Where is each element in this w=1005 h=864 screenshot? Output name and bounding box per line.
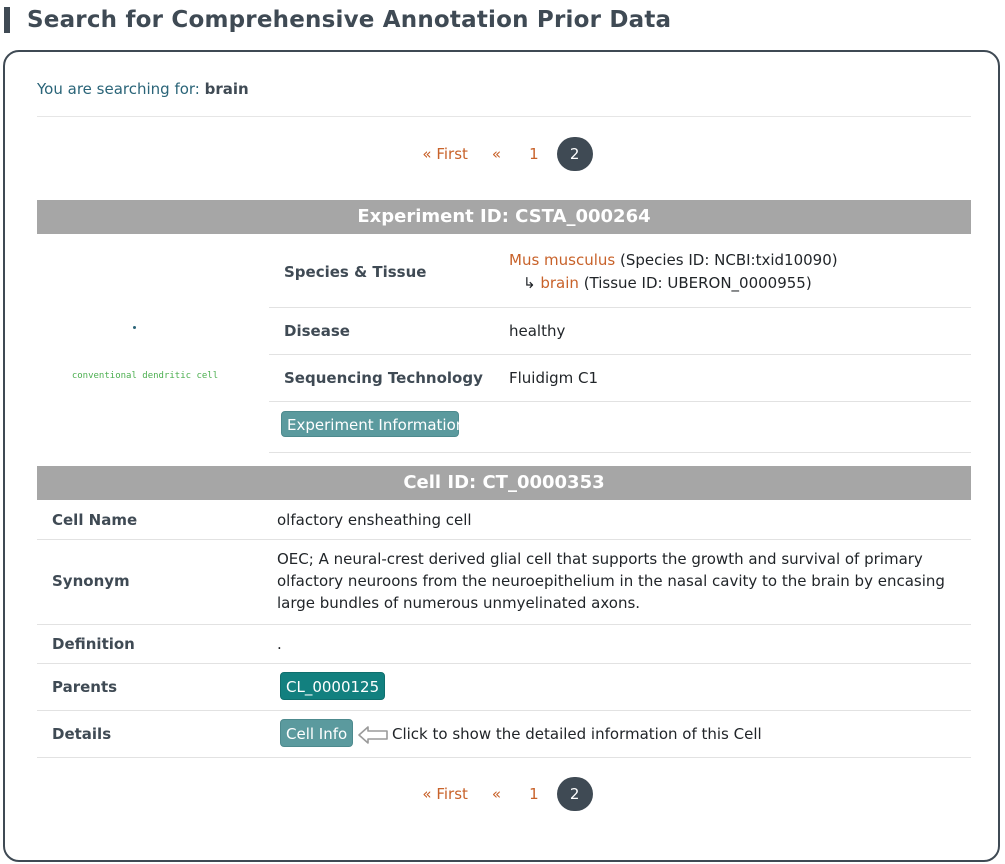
divider (37, 116, 971, 117)
page-prev-link[interactable]: « (491, 145, 502, 163)
page-2-link[interactable]: 2 (556, 777, 593, 811)
cell-header: Cell ID: CT_0000353 (37, 466, 971, 500)
page-2-link[interactable]: 2 (556, 137, 593, 171)
page-1-link[interactable]: 1 (529, 145, 539, 163)
definition-row: Definition . (37, 625, 971, 664)
tissue-link[interactable]: brain (540, 274, 579, 292)
species-link[interactable]: Mus musculus (509, 251, 616, 269)
parent-cl-0000125-button[interactable]: CL_0000125 (280, 672, 386, 700)
pagination-top: « First « 1 2 (5, 137, 998, 171)
divider (269, 451, 971, 453)
species-value: Mus musculus (Species ID: NCBI:txid10090… (509, 251, 838, 269)
species-id: (Species ID: NCBI:txid10090) (620, 251, 838, 269)
results-panel: You are searching for: brain « First « 1… (3, 50, 1000, 862)
page-header: Search for Comprehensive Annotation Prio… (0, 6, 671, 33)
sequencing-tech-label: Sequencing Technology (284, 369, 483, 387)
experiment-information-button[interactable]: Experiment Information (281, 411, 465, 437)
definition-label: Definition (52, 635, 135, 653)
tissue-value: ↳ brain (Tissue ID: UBERON_0000955) (509, 274, 812, 292)
plot-point (133, 326, 136, 329)
species-tissue-row: Species & Tissue Mus musculus (Species I… (269, 237, 971, 308)
definition-value: . (277, 635, 282, 653)
tissue-id: (Tissue ID: UBERON_0000955) (583, 274, 812, 292)
cell-info-button[interactable]: Cell Info (280, 719, 354, 747)
sub-arrow-icon: ↳ (523, 274, 536, 292)
details-row: Details Cell Info Click to show the deta… (37, 711, 971, 758)
page-prev-link[interactable]: « (491, 785, 502, 803)
details-hint: Click to show the detailed information o… (392, 725, 762, 743)
page-first-link[interactable]: « First (422, 145, 468, 163)
search-prefix: You are searching for: (37, 80, 200, 98)
pagination-bottom: « First « 1 2 (5, 777, 998, 811)
search-summary: You are searching for: brain (37, 80, 249, 98)
search-term: brain (204, 80, 249, 98)
cell-name-value: olfactory ensheathing cell (277, 511, 472, 529)
experiment-header: Experiment ID: CSTA_000264 (37, 200, 971, 234)
disease-label: Disease (284, 322, 350, 340)
sequencing-tech-value: Fluidigm C1 (509, 369, 599, 387)
disease-value: healthy (509, 322, 566, 340)
page-first-link[interactable]: « First (422, 785, 468, 803)
synonym-label: Synonym (52, 572, 130, 590)
details-label: Details (52, 725, 112, 743)
cell-name-label: Cell Name (52, 511, 138, 529)
disease-row: Disease healthy (269, 308, 971, 355)
left-arrow-outline-icon (358, 726, 388, 744)
title-accent-bar (4, 6, 10, 33)
parents-row: Parents CL_0000125 (37, 664, 971, 711)
page-title: Search for Comprehensive Annotation Prio… (27, 6, 672, 33)
species-tissue-label: Species & Tissue (284, 263, 427, 281)
synonym-row: Synonym OEC; A neural-crest derived glia… (37, 540, 971, 625)
page-1-link[interactable]: 1 (529, 785, 539, 803)
experiment-image: conventional dendritic cell (37, 237, 269, 452)
sequencing-tech-row: Sequencing Technology Fluidigm C1 (269, 355, 971, 402)
cell-name-row: Cell Name olfactory ensheathing cell (37, 501, 971, 540)
experiment-image-caption: conventional dendritic cell (71, 371, 219, 381)
synonym-value: OEC; A neural-crest derived glial cell t… (277, 550, 945, 612)
parents-label: Parents (52, 678, 118, 696)
